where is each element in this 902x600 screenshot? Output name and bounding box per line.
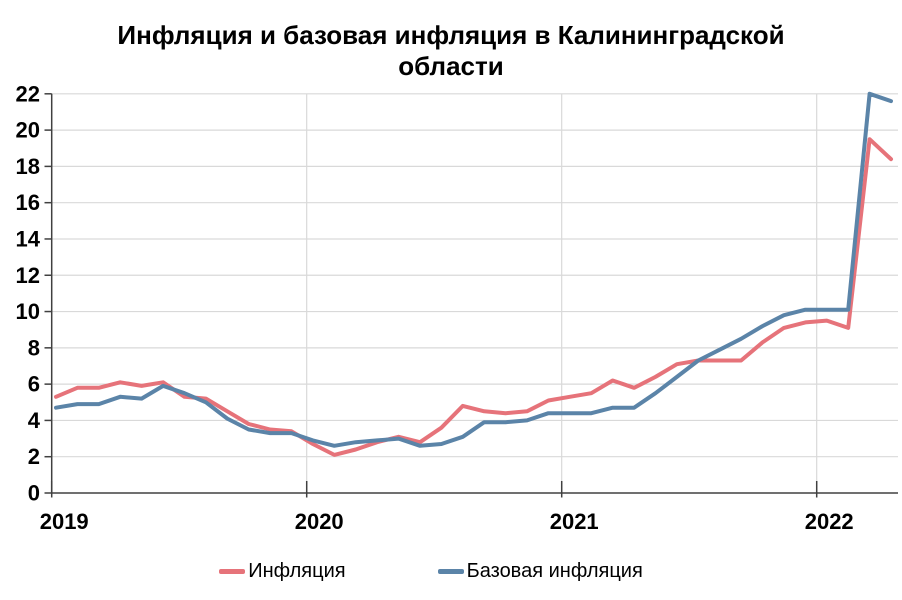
chart-title-line2: области <box>398 51 504 81</box>
y-tick-label: 22 <box>16 81 40 106</box>
y-tick-label: 12 <box>16 263 40 288</box>
y-tick-label: 10 <box>16 299 40 324</box>
chart-title: Инфляция и базовая инфляция в Калинингра… <box>0 20 902 82</box>
chart-title-line1: Инфляция и базовая инфляция в Калинингра… <box>117 20 785 50</box>
y-tick-label: 8 <box>28 335 40 360</box>
y-tick-label: 2 <box>28 444 40 469</box>
y-tick-label: 0 <box>28 481 40 506</box>
inflation-line <box>54 137 893 457</box>
legend: Инфляция Базовая инфляция <box>0 560 902 583</box>
inflation-line-swatch <box>219 569 246 574</box>
legend-item-core-inflation: Базовая инфляция <box>437 560 643 583</box>
y-tick-label: 18 <box>16 154 40 179</box>
y-tick-label: 14 <box>16 226 41 251</box>
x-tick-label: 2021 <box>550 509 599 534</box>
y-tick-label: 16 <box>16 190 40 215</box>
x-tick-label: 2020 <box>295 509 344 534</box>
y-tick-label: 6 <box>28 372 40 397</box>
x-tick-label: 2019 <box>40 509 89 534</box>
legend-label-inflation: Инфляция <box>248 560 346 582</box>
y-tick-label: 4 <box>28 408 41 433</box>
core-inflation-line <box>54 91 893 448</box>
y-tick-label: 20 <box>16 118 40 143</box>
legend-label-core-inflation: Базовая инфляция <box>466 560 643 582</box>
legend-item-inflation: Инфляция <box>219 560 346 583</box>
core-inflation-line-swatch <box>437 569 464 574</box>
x-tick-label: 2022 <box>805 509 854 534</box>
